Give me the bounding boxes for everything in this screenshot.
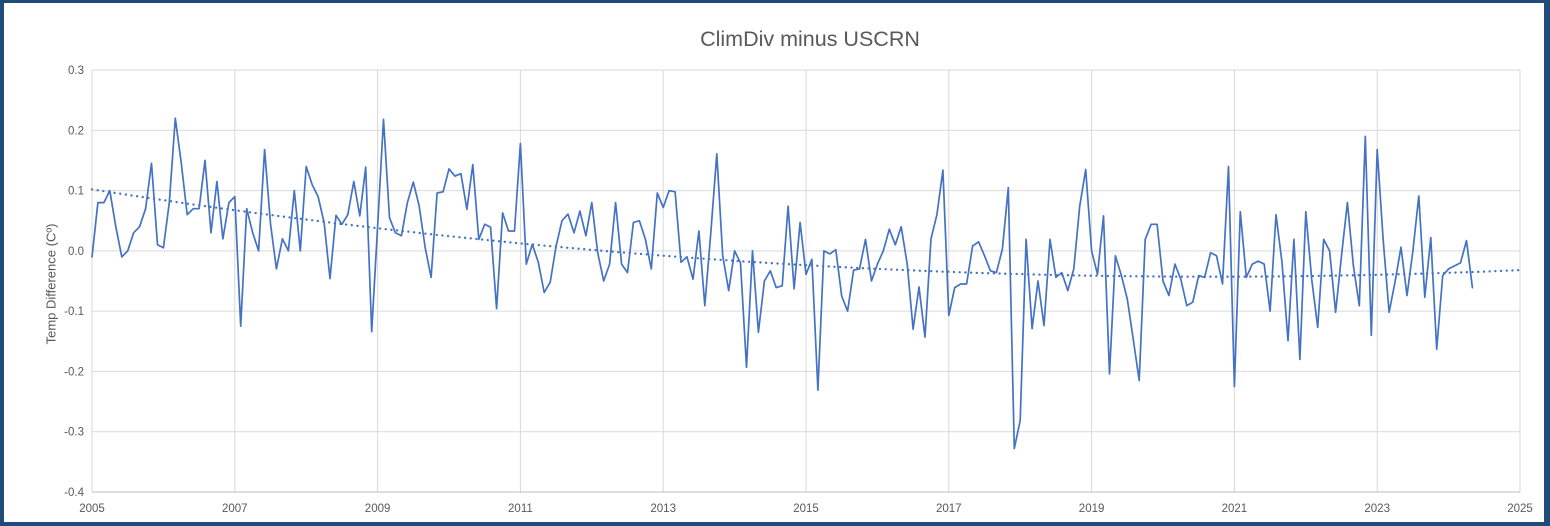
- y-tick-label: -0.2: [64, 366, 84, 378]
- y-tick-label: 0.3: [68, 65, 84, 77]
- x-tick-label: 2019: [1079, 503, 1105, 515]
- x-tick-label: 2011: [508, 503, 533, 515]
- y-tick-label: -0.1: [64, 306, 84, 318]
- x-tick-label: 2009: [365, 503, 391, 515]
- x-tick-label: 2023: [1364, 503, 1390, 515]
- y-tick-label: 0.0: [68, 246, 84, 258]
- y-tick-label: -0.4: [64, 487, 84, 499]
- trend-line: [90, 188, 1522, 278]
- chart-title: ClimDiv minus USCRN: [700, 27, 920, 51]
- plot-area: 0.3 0.2 0.1 0.0 -0.1 -0.2 -0.3 -0.4 2005 2007 2009…: [64, 65, 1533, 515]
- data-line: [91, 117, 1474, 450]
- x-tick-label: 2013: [650, 503, 676, 515]
- x-tick-label: 2021: [1222, 503, 1248, 515]
- y-tick-label: -0.3: [64, 427, 84, 439]
- x-tick-label: 2007: [222, 503, 248, 515]
- y-tick-label: 0.2: [68, 125, 84, 137]
- x-tick-label: 2005: [79, 503, 105, 515]
- x-tick-label: 2015: [793, 503, 819, 515]
- x-tick-label: 2017: [936, 503, 962, 515]
- x-tick-label: 2025: [1507, 503, 1533, 515]
- y-tick-label: 0.1: [68, 186, 84, 198]
